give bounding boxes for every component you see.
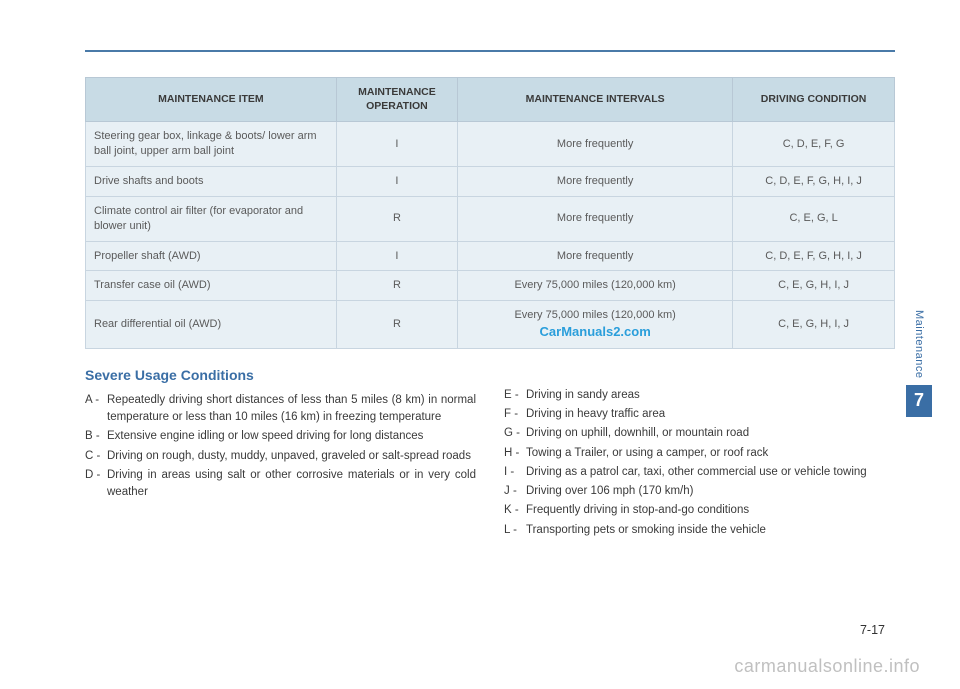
th-operation: MAINTENANCE OPERATION (336, 78, 457, 122)
top-rule (85, 50, 895, 52)
table-row: Steering gear box, linkage & boots/ lowe… (86, 122, 895, 167)
condition-line: I - Driving as a patrol car, taxi, other… (504, 464, 895, 481)
condition-line: C - Driving on rough, dusty, muddy, unpa… (85, 448, 476, 465)
cell-op: R (336, 196, 457, 241)
cell-op: I (336, 166, 457, 196)
cell-interval: Every 75,000 miles (120,000 km) (458, 271, 733, 301)
manual-page: MAINTENANCE ITEM MAINTENANCE OPERATION M… (0, 0, 960, 689)
cell-interval: More frequently (458, 196, 733, 241)
side-tab: Maintenance 7 (906, 310, 932, 417)
condition-text: Towing a Trailer, or using a camper, or … (526, 445, 895, 462)
condition-key: I - (504, 464, 526, 481)
condition-line: G - Driving on uphill, downhill, or moun… (504, 425, 895, 442)
condition-line: B - Extensive engine idling or low speed… (85, 428, 476, 445)
table-header-row: MAINTENANCE ITEM MAINTENANCE OPERATION M… (86, 78, 895, 122)
cell-item: Propeller shaft (AWD) (86, 241, 337, 271)
cell-op: I (336, 241, 457, 271)
condition-text: Driving in sandy areas (526, 387, 895, 404)
side-section-label: Maintenance (913, 310, 925, 379)
cell-op: R (336, 271, 457, 301)
cell-cond: C, D, E, F, G, H, I, J (733, 241, 895, 271)
spacer (504, 365, 895, 387)
cell-item: Transfer case oil (AWD) (86, 271, 337, 301)
cell-op: I (336, 122, 457, 167)
condition-line: D - Driving in areas using salt or other… (85, 467, 476, 502)
cell-cond: C, D, E, F, G (733, 122, 895, 167)
condition-line: J - Driving over 106 mph (170 km/h) (504, 483, 895, 500)
cell-cond: C, D, E, F, G, H, I, J (733, 166, 895, 196)
cell-cond: C, E, G, H, I, J (733, 271, 895, 301)
condition-key: B - (85, 428, 107, 445)
cell-cond: C, E, G, L (733, 196, 895, 241)
condition-key: J - (504, 483, 526, 500)
severe-title: Severe Usage Conditions (85, 365, 476, 386)
table-row: Rear differential oil (AWD) R Every 75,0… (86, 301, 895, 349)
cell-interval: More frequently (458, 241, 733, 271)
maintenance-table: MAINTENANCE ITEM MAINTENANCE OPERATION M… (85, 77, 895, 349)
condition-text: Driving on uphill, downhill, or mountain… (526, 425, 895, 442)
side-section-number: 7 (906, 385, 932, 417)
condition-line: E - Driving in sandy areas (504, 387, 895, 404)
th-condition: DRIVING CONDITION (733, 78, 895, 122)
condition-key: E - (504, 387, 526, 404)
condition-text: Driving in areas using salt or other cor… (107, 467, 476, 502)
condition-key: F - (504, 406, 526, 423)
cell-cond: C, E, G, H, I, J (733, 301, 895, 349)
cell-interval: Every 75,000 miles (120,000 km) CarManua… (458, 301, 733, 349)
cell-item: Climate control air filter (for evaporat… (86, 196, 337, 241)
conditions-left-col: Severe Usage Conditions A - Repeatedly d… (85, 365, 476, 541)
site-watermark: carmanualsonline.info (734, 656, 920, 677)
page-number: 7-17 (860, 623, 885, 637)
condition-line: K - Frequently driving in stop-and-go co… (504, 502, 895, 519)
condition-key: C - (85, 448, 107, 465)
table-row: Transfer case oil (AWD) R Every 75,000 m… (86, 271, 895, 301)
condition-key: D - (85, 467, 107, 502)
table-row: Propeller shaft (AWD) I More frequently … (86, 241, 895, 271)
condition-line: H - Towing a Trailer, or using a camper,… (504, 445, 895, 462)
condition-key: H - (504, 445, 526, 462)
condition-text: Driving as a patrol car, taxi, other com… (526, 464, 895, 481)
cell-op: R (336, 301, 457, 349)
cell-interval: More frequently (458, 166, 733, 196)
cell-item: Rear differential oil (AWD) (86, 301, 337, 349)
conditions-right-col: E - Driving in sandy areas F - Driving i… (504, 365, 895, 541)
conditions-columns: Severe Usage Conditions A - Repeatedly d… (85, 365, 895, 541)
condition-line: F - Driving in heavy traffic area (504, 406, 895, 423)
table-row: Drive shafts and boots I More frequently… (86, 166, 895, 196)
condition-line: A - Repeatedly driving short distances o… (85, 392, 476, 427)
condition-text: Driving on rough, dusty, muddy, unpaved,… (107, 448, 476, 465)
cell-item: Drive shafts and boots (86, 166, 337, 196)
condition-text: Frequently driving in stop-and-go condit… (526, 502, 895, 519)
condition-key: G - (504, 425, 526, 442)
cell-item: Steering gear box, linkage & boots/ lowe… (86, 122, 337, 167)
condition-text: Driving in heavy traffic area (526, 406, 895, 423)
cell-interval: More frequently (458, 122, 733, 167)
cell-interval-text: Every 75,000 miles (120,000 km) (514, 309, 675, 321)
condition-key: K - (504, 502, 526, 519)
condition-line: L - Transporting pets or smoking inside … (504, 522, 895, 539)
inline-watermark: CarManuals2.com (540, 324, 651, 339)
condition-text: Repeatedly driving short distances of le… (107, 392, 476, 427)
table-row: Climate control air filter (for evaporat… (86, 196, 895, 241)
th-item: MAINTENANCE ITEM (86, 78, 337, 122)
condition-text: Driving over 106 mph (170 km/h) (526, 483, 895, 500)
condition-key: A - (85, 392, 107, 427)
condition-text: Transporting pets or smoking inside the … (526, 522, 895, 539)
condition-text: Extensive engine idling or low speed dri… (107, 428, 476, 445)
condition-key: L - (504, 522, 526, 539)
th-intervals: MAINTENANCE INTERVALS (458, 78, 733, 122)
